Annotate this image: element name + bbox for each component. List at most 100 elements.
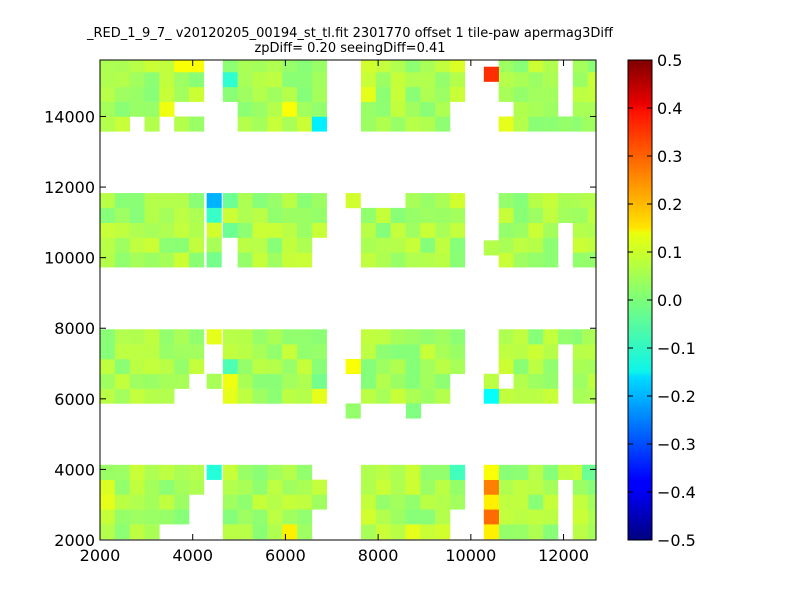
- heatmap-cell: [237, 373, 253, 389]
- heatmap-cell: [189, 72, 205, 88]
- heatmap-cell: [297, 252, 313, 268]
- heatmap-cell: [543, 358, 559, 375]
- heatmap-cell: [144, 329, 160, 345]
- heatmap-cell: [435, 464, 451, 480]
- heatmap-cell: [267, 101, 283, 117]
- heatmap-cell: [390, 479, 406, 495]
- heatmap-cell: [449, 60, 466, 73]
- heatmap-cell: [449, 86, 466, 102]
- heatmap-cell: [297, 329, 313, 345]
- heatmap-cell: [375, 60, 391, 73]
- heatmap-cell: [311, 116, 327, 132]
- heatmap-cell: [237, 222, 253, 238]
- heatmap-cell: [222, 509, 238, 525]
- heatmap-cell: [435, 524, 451, 540]
- heatmap-cell: [405, 494, 421, 510]
- heatmap-cell: [557, 464, 574, 480]
- heatmap-cell: [114, 509, 130, 525]
- heatmap-cell: [513, 237, 529, 253]
- heatmap-cell: [543, 86, 559, 102]
- heatmap-cell: [528, 494, 544, 510]
- heatmap-cell: [222, 193, 238, 209]
- heatmap-cell: [311, 207, 327, 223]
- heatmap-cell: [360, 86, 377, 102]
- heatmap-cell: [483, 66, 499, 82]
- heatmap-cell: [360, 252, 377, 268]
- heatmap-cell: [114, 344, 130, 360]
- heatmap-cell: [587, 207, 596, 223]
- heatmap-cell: [237, 344, 253, 360]
- heatmap-cell: [252, 222, 268, 238]
- heatmap-cell: [189, 193, 205, 209]
- heatmap-cell: [114, 524, 130, 540]
- heatmap-cell: [311, 329, 327, 345]
- heatmap-cell: [528, 479, 544, 495]
- heatmap-cell: [375, 101, 391, 117]
- heatmap-cell: [543, 344, 559, 360]
- heatmap-cell: [435, 388, 451, 404]
- heatmap-cell: [543, 388, 559, 404]
- heatmap-cell: [582, 193, 596, 209]
- heatmap-cell: [282, 72, 298, 88]
- heatmap-cell: [528, 60, 544, 73]
- heatmap-cell: [572, 358, 588, 375]
- heatmap-cell: [587, 72, 596, 88]
- heatmap-cell: [100, 358, 116, 375]
- heatmap-cell: [420, 60, 436, 73]
- heatmap-cell: [543, 116, 559, 132]
- heatmap-cell: [587, 60, 596, 73]
- heatmap-cell: [543, 222, 559, 238]
- heatmap-cell: [420, 193, 436, 209]
- heatmap-cell: [543, 60, 559, 73]
- heatmap-cell: [543, 72, 559, 88]
- heatmap-cell: [159, 86, 175, 102]
- heatmap-cell: [100, 86, 116, 102]
- heatmap-cell: [297, 222, 313, 238]
- heatmap-cell: [174, 72, 190, 88]
- heatmap-cell: [513, 509, 529, 525]
- heatmap-cell: [572, 479, 588, 495]
- heatmap-cell: [360, 494, 377, 510]
- x-tick-label: 6000: [265, 546, 306, 565]
- heatmap-cell: [222, 329, 238, 345]
- heatmap-cell: [435, 72, 451, 88]
- heatmap-cell: [144, 222, 160, 238]
- heatmap-cell: [528, 329, 544, 345]
- heatmap-cell: [267, 494, 283, 510]
- heatmap-cell: [528, 101, 544, 117]
- heatmap-cell: [144, 464, 160, 480]
- heatmap-cell: [237, 329, 253, 345]
- heatmap-cell: [483, 373, 499, 389]
- heatmap-cell: [375, 509, 391, 525]
- heatmap-cell: [159, 207, 175, 223]
- heatmap-cell: [498, 524, 514, 540]
- heatmap-cell: [405, 329, 421, 345]
- heatmap-cell: [129, 464, 145, 480]
- heatmap-cell: [282, 329, 298, 345]
- heatmap-cell: [144, 116, 160, 132]
- heatmap-cell: [252, 60, 268, 73]
- heatmap-cell: [114, 237, 130, 253]
- heatmap-cell: [282, 101, 298, 117]
- heatmap-cell: [587, 86, 596, 102]
- heatmap-cell: [222, 222, 238, 238]
- heatmap-cell: [420, 207, 436, 223]
- heatmap-cell: [498, 72, 514, 88]
- heatmap-cell: [498, 464, 514, 480]
- heatmap-cell: [282, 193, 298, 209]
- heatmap-cell: [405, 479, 421, 495]
- heatmap-cell: [100, 329, 116, 345]
- heatmap-cell: [390, 207, 406, 223]
- x-tick-label: 10000: [445, 546, 496, 565]
- heatmap-cell: [189, 116, 205, 132]
- heatmap-cell: [420, 464, 436, 480]
- x-tick-label: 8000: [358, 546, 399, 565]
- heatmap-cell: [114, 60, 130, 73]
- heatmap-cells: [100, 60, 596, 540]
- heatmap-cell: [144, 60, 160, 73]
- heatmap-cell: [543, 207, 559, 223]
- heatmap-cell: [222, 464, 238, 480]
- heatmap-cell: [498, 494, 514, 510]
- heatmap-cell: [129, 479, 145, 495]
